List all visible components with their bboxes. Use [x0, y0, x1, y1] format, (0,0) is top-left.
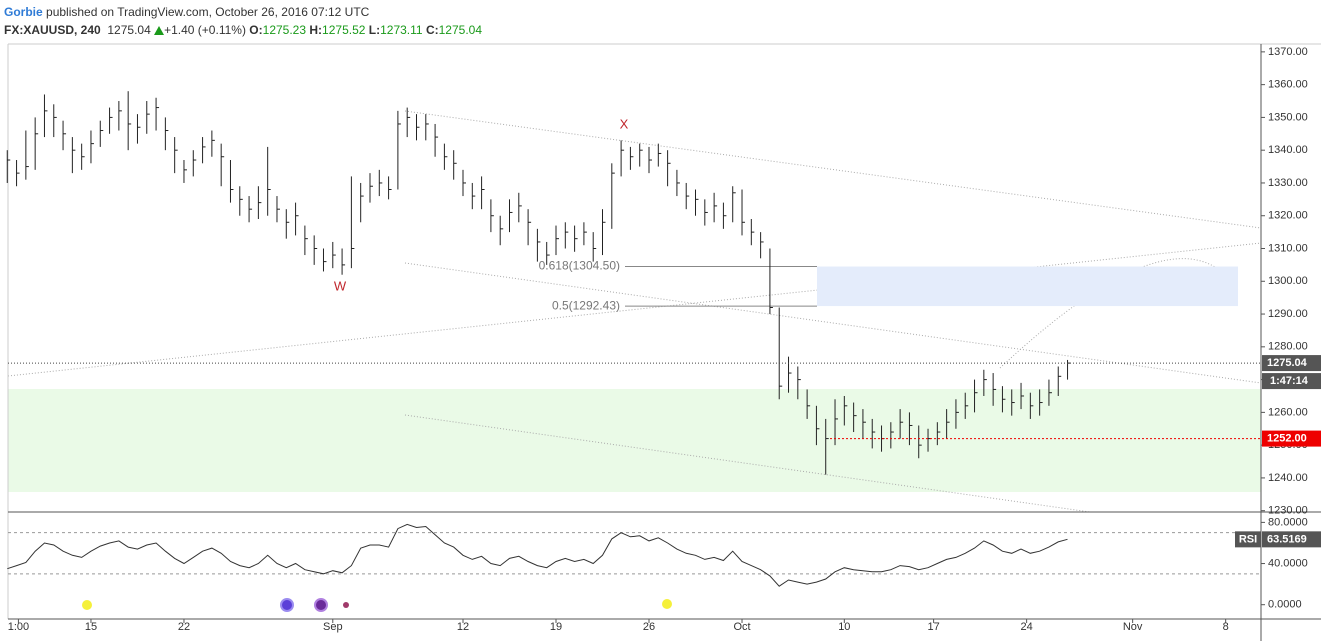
y-tick-label: 0.0000 [1268, 599, 1302, 611]
event-icon[interactable] [280, 598, 294, 612]
x-tick-label: 10 [838, 621, 850, 633]
rsi-name: RSI [1239, 533, 1257, 545]
projection-curve [999, 258, 1239, 369]
y-tick-label: 1310.00 [1268, 242, 1308, 254]
event-icon[interactable] [82, 600, 92, 610]
event-icon[interactable] [343, 602, 349, 608]
event-icon[interactable] [662, 599, 672, 609]
y-tick-label: 1320.00 [1268, 210, 1308, 222]
trendline [7, 242, 1262, 377]
x-tick-label: 26 [643, 621, 655, 633]
x-tick-label: 19 [550, 621, 562, 633]
y-tick-label: 1240.00 [1268, 472, 1308, 484]
up-arrow [154, 26, 165, 35]
change: +1.40 (+0.11%) [164, 23, 246, 37]
x-tick-label: Sep [323, 621, 343, 633]
close-label: C: [425, 23, 439, 37]
countdown-label: 1:47:14 [1270, 375, 1309, 387]
events [82, 598, 672, 612]
close: 1275.04 [438, 23, 483, 37]
high: 1275.52 [322, 23, 366, 37]
rsi-line [7, 523, 1068, 587]
alert-tag [1262, 430, 1321, 447]
x-tick-label: 24 [1020, 621, 1032, 633]
fib-zone [817, 266, 1238, 307]
low: 1273.11 [380, 23, 423, 37]
y-tick-label: 1350.00 [1268, 111, 1308, 123]
alert-label: 1252.00 [1267, 432, 1307, 444]
x-tick-label: Nov [1123, 621, 1143, 633]
open-label: O: [249, 23, 263, 37]
publish-line: Gorbie published on TradingView.com, Oct… [4, 3, 482, 21]
y-tick-label: 1360.00 [1268, 79, 1308, 91]
published: published on TradingView.com, October 26… [46, 5, 370, 19]
high-label: H: [309, 23, 323, 37]
trendline [404, 110, 1262, 229]
y-tick-label: 1340.00 [1268, 144, 1308, 156]
last: 1275.04 [107, 23, 151, 37]
header: Gorbie published on TradingView.com, Oct… [4, 3, 482, 39]
y-tick-label: 1260.00 [1268, 406, 1308, 418]
author[interactable]: Gorbie [4, 5, 43, 19]
support-zone [8, 389, 1261, 492]
rsi-value-tag [1262, 531, 1321, 548]
y-tick-label: 40.0000 [1268, 557, 1308, 569]
quote-line: FX:XAUUSD, 240 1275.04 +1.40 (+0.11%) O:… [4, 21, 482, 39]
wave-label: W [334, 278, 347, 293]
rsi-value-label: 63.5169 [1267, 533, 1307, 545]
x-tick-label: Oct [733, 621, 750, 633]
y-tick-label: 1300.00 [1268, 275, 1308, 287]
x-tick-label: 22 [178, 621, 190, 633]
y-tick-label: 1330.00 [1268, 177, 1308, 189]
y-tick-label: 1370.00 [1268, 46, 1308, 58]
y-tick-label: 1280.00 [1268, 341, 1308, 353]
open: 1275.23 [262, 23, 307, 37]
symbol: FX:XAUUSD, 240 [4, 23, 101, 37]
fib-label: 0.618(1304.50) [539, 259, 620, 273]
fib-label: 0.5(1292.43) [552, 298, 620, 312]
last-price-tag [1262, 355, 1321, 372]
countdown-tag [1262, 373, 1321, 390]
wave-label: X [620, 116, 629, 131]
x-tick-label: 17 [927, 621, 939, 633]
x-tick-label: 1:00 [8, 621, 29, 633]
low-label: L: [368, 23, 381, 37]
rsi-name-tag [1235, 531, 1261, 548]
trendline [404, 414, 1091, 513]
x-tick-label: 15 [85, 621, 97, 633]
y-tick-label: 80.0000 [1268, 516, 1308, 528]
y-tick-label: 1290.00 [1268, 308, 1308, 320]
y-tick-label: 1230.00 [1268, 505, 1308, 517]
event-icon[interactable] [314, 598, 328, 612]
x-tick-label: 12 [457, 621, 469, 633]
x-tick-label: 8 [1223, 621, 1229, 633]
last-price-label: 1275.04 [1267, 357, 1308, 369]
